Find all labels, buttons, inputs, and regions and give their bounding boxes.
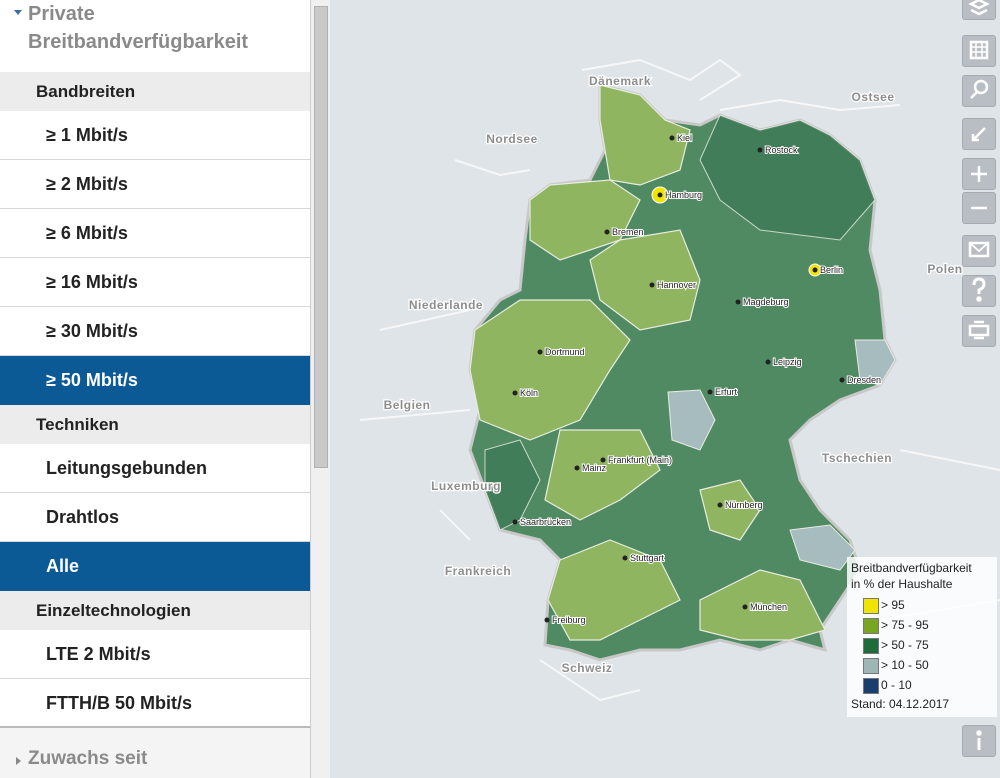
scroll-thumb[interactable] [314,6,328,468]
collapsed-section[interactable]: Zuwachs seit [0,726,310,778]
regions-dark [484,114,876,531]
city-dot [707,389,713,395]
city-dot [537,349,543,355]
sidebar: Private Breitbandverfügbarkeit Bandbreit… [0,0,310,778]
city-label: Leipzig [773,357,802,367]
city-dot [544,617,550,623]
city-label: Köln [520,388,538,398]
city-dot [765,359,771,365]
menu: Bandbreiten ≥ 1 Mbit/s ≥ 2 Mbit/s ≥ 6 Mbit/… [0,72,310,728]
city-dot [649,282,655,288]
city-label: Dresden [847,375,881,385]
panel-title-row[interactable]: Private Breitbandverfügbarkeit [0,0,280,72]
city-dot [669,135,675,141]
city-dot [512,390,518,396]
city-dot [657,192,663,198]
city-dot [512,519,518,525]
menu-header: Techniken [0,405,310,444]
legend-swatch [863,598,879,614]
city-label: Kiel [677,133,692,143]
legend: Breitbandverfügbarkeit in % der Haushalt… [847,557,997,717]
city-label: Stuttgart [630,553,665,563]
legend-entries: > 95 > 75 - 95 > 50 - 75 > 10 - 50 0 - 10 [851,595,993,695]
menu-item[interactable]: Leitungsgebunden [0,444,310,493]
legend-entry: 0 - 10 [851,675,993,695]
city-dot [604,229,610,235]
city-label: Hannover [657,280,696,290]
city-label: Frankfurt (Main) [608,455,672,465]
menu-item[interactable]: Drahtlos [0,493,310,542]
legend-label: > 95 [881,598,905,612]
city-dot [735,299,741,305]
city-label: Bremen [612,227,644,237]
scrollbar[interactable] [310,0,330,778]
menu-item[interactable]: ≥ 16 Mbit/s [0,258,310,307]
regions-gray [667,339,896,571]
collapsed-section-label[interactable]: Zuwachs seit [28,748,148,769]
city-dot [757,147,763,153]
city-dot [574,465,580,471]
legend-swatch [863,618,879,634]
city-label: Dortmund [545,347,585,357]
city-dot [717,502,723,508]
legend-entry: > 95 [851,595,993,615]
legend-swatch [863,678,879,694]
menu-item[interactable]: ≥ 6 Mbit/s [0,209,310,258]
legend-swatch [863,638,879,654]
legend-entry: > 50 - 75 [851,635,993,655]
region-label: Nordsee [486,132,538,146]
city-dot [812,267,818,273]
legend-entry: > 75 - 95 [851,615,993,635]
legend-subtitle: in % der Haushalte [851,577,953,591]
city-label: Erfurt [715,387,738,397]
city-label: Rostock [765,145,798,155]
legend-label: > 50 - 75 [881,638,929,652]
city-dot [742,604,748,610]
menu-header: Einzeltechnologien [0,591,310,630]
panel-title[interactable]: Private Breitbandverfügbarkeit [28,3,249,53]
menu-item[interactable]: LTE 2 Mbit/s [0,630,310,679]
city-label: Saarbrücken [520,517,571,527]
menu-header: Bandbreiten [0,72,310,111]
legend-label: > 10 - 50 [881,658,929,672]
city-label: Berlin [820,265,843,275]
region-label: Belgien [384,398,431,412]
print-button[interactable] [962,315,996,347]
menu-item[interactable]: ≥ 2 Mbit/s [0,160,310,209]
menu-item[interactable]: Alle [0,542,310,591]
region-label: Polen [927,262,962,276]
region-label: Dänemark [589,74,651,88]
region-label: Niederlande [409,298,483,312]
legend-swatch [863,658,879,674]
menu-item[interactable]: ≥ 1 Mbit/s [0,111,310,160]
city-dot [839,377,845,383]
regions-light [469,84,826,641]
region-label: Schweiz [562,661,613,675]
table-button[interactable] [962,35,996,67]
region-label: Luxemburg [431,479,501,493]
city-label: München [750,602,787,612]
map[interactable]: Dänemark Ostsee Nordsee Niederlande Polen Bel… [330,0,1000,778]
legend-date: Stand: 04.12.2017 [851,697,950,711]
legend-label: 0 - 10 [881,678,912,692]
city-dot [600,457,606,463]
city-dot [622,555,628,561]
region-label: Tschechien [822,451,892,465]
region-label: Ostsee [851,90,894,104]
city-label: Hamburg [665,190,702,200]
menu-item[interactable]: ≥ 50 Mbit/s [0,356,310,405]
city-label: Mainz [582,463,607,473]
region-label: Frankreich [445,564,511,578]
toolbar-glyphs [968,0,990,750]
menu-item[interactable]: FTTH/B 50 Mbit/s [0,679,310,728]
legend-title: Breitbandverfügbarkeit [851,561,972,575]
city-label: Magdeburg [743,297,789,307]
legend-entry: > 10 - 50 [851,655,993,675]
city-label: Nürnberg [725,500,763,510]
city-label: Freiburg [552,615,586,625]
legend-label: > 75 - 95 [881,618,929,632]
menu-item[interactable]: ≥ 30 Mbit/s [0,307,310,356]
map-labels: Dänemark Ostsee Nordsee Niederlande Polen Bel… [382,73,963,677]
